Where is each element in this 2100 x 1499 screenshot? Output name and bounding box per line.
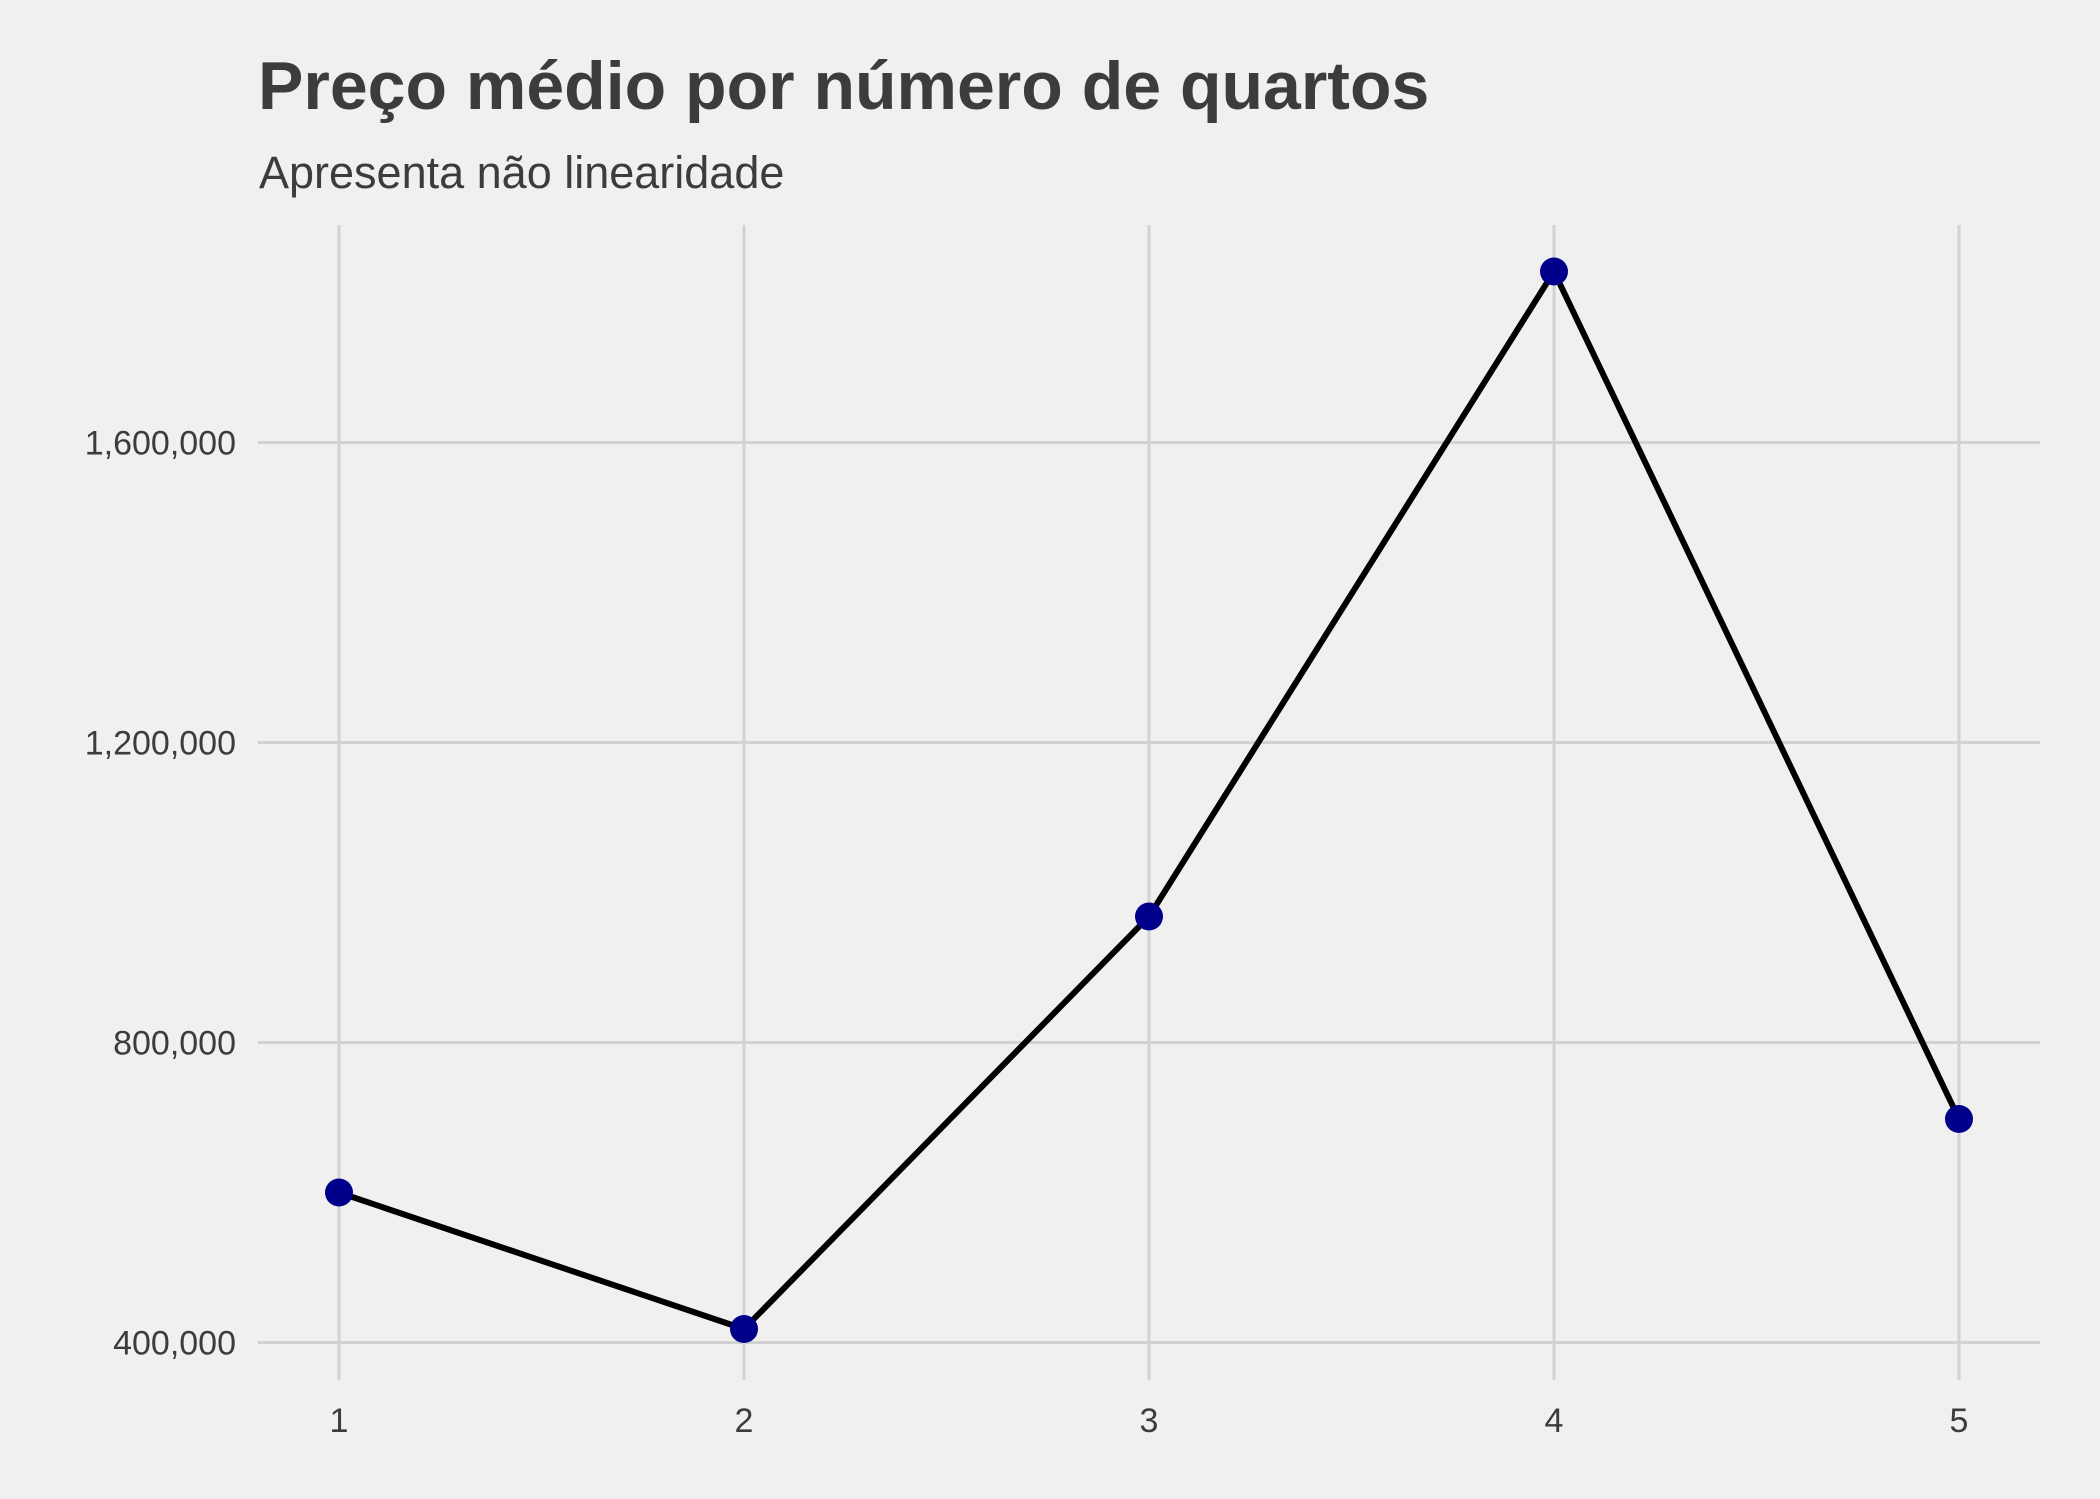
- data-point: [325, 1178, 353, 1207]
- x-tick-label: 3: [1140, 1402, 1159, 1440]
- x-tick-label: 5: [1950, 1402, 1969, 1440]
- y-tick-label: 1,200,000: [85, 725, 236, 763]
- y-tick-label: 800,000: [113, 1025, 236, 1063]
- data-point: [1945, 1105, 1973, 1133]
- x-tick-label: 1: [330, 1402, 349, 1440]
- data-point: [730, 1315, 758, 1343]
- x-tick-label: 4: [1545, 1402, 1564, 1440]
- chart-title: Preço médio por número de quartos: [258, 48, 1430, 124]
- y-tick-label: 1,600,000: [85, 425, 236, 463]
- y-tick-label: 400,000: [113, 1325, 236, 1363]
- x-tick-label: 2: [735, 1402, 754, 1440]
- data-point: [1135, 902, 1163, 931]
- chart-subtitle: Apresenta não linearidade: [259, 147, 785, 198]
- axis-tick-labels: 1 2 3 4 5 400,000 800,000 1,200,000 1,600,000: [85, 425, 1969, 1441]
- grid-lines: [258, 225, 2040, 1380]
- data-series: [325, 257, 1973, 1343]
- data-point: [1540, 257, 1568, 286]
